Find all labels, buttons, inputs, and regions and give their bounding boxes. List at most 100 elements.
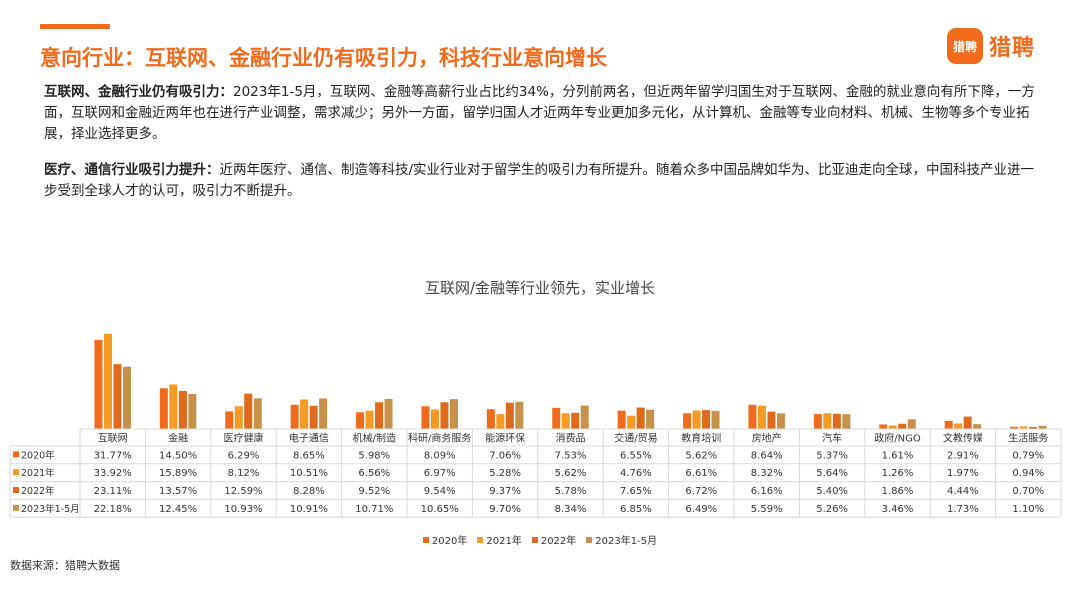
page-title: 意向行业：互联网、金融行业仍有吸引力，科技行业意向增长 (40, 46, 607, 70)
bar (879, 424, 888, 429)
bar (159, 388, 168, 429)
legend-swatch-icon (586, 536, 593, 543)
bar (954, 423, 963, 429)
category-label: 互联网 (98, 433, 128, 445)
data-label: 6.29% (228, 450, 260, 461)
legend-label: 2021年 (486, 536, 522, 547)
data-label: 10.93% (224, 504, 262, 515)
category-label: 生活服务 (1008, 432, 1048, 445)
category-label: 电子通信 (289, 432, 329, 445)
data-label: 1.26% (882, 468, 914, 479)
bar (169, 384, 178, 429)
data-label: 8.65% (293, 450, 325, 461)
bar (646, 409, 655, 429)
data-label: 8.32% (751, 468, 783, 479)
data-label: 1.86% (882, 486, 914, 497)
series-name: 2023年1-5月 (21, 503, 80, 515)
bar (627, 415, 636, 429)
category-label: 汽车 (822, 432, 842, 445)
logo: 猎聘 猎聘 (947, 28, 1035, 64)
category-label: 文教传媒 (943, 432, 983, 445)
logo-mark-icon: 猎聘 (947, 28, 983, 64)
bar (449, 399, 458, 429)
data-label: 10.51% (290, 468, 328, 479)
data-label: 6.55% (620, 450, 652, 461)
data-label: 9.52% (358, 486, 390, 497)
data-label: 4.44% (947, 486, 979, 497)
bar (832, 413, 841, 429)
paragraph-text: 近两年医疗、通信、制造等科技/实业行业对于留学生的吸引力有所提升。随着众多中国品… (44, 162, 1035, 199)
category-label: 交通/贸易 (614, 432, 657, 445)
bar (552, 407, 561, 429)
category-label: 能源环保 (485, 432, 525, 445)
data-label: 5.40% (816, 486, 848, 497)
bar (944, 420, 953, 429)
chart-title: 互联网/金融等行业领先，实业增长 (424, 279, 656, 297)
data-label: 8.34% (555, 504, 587, 515)
data-label: 12.59% (224, 486, 262, 497)
data-label: 6.16% (751, 486, 783, 497)
bar (636, 407, 645, 429)
category-label: 医疗健康 (224, 432, 264, 445)
data-label: 8.64% (751, 450, 783, 461)
data-label: 3.46% (882, 504, 914, 515)
bar (421, 406, 430, 429)
bar (225, 411, 234, 429)
paragraph-medical-telecom: 医疗、通信行业吸引力提升：近两年医疗、通信、制造等科技/实业行业对于留学生的吸引… (44, 160, 1044, 202)
bar (253, 398, 262, 429)
category-label: 金融 (168, 432, 188, 445)
title-accent-bar (40, 24, 110, 29)
data-label: 7.06% (489, 450, 521, 461)
category-label: 政府/NGO (874, 432, 921, 445)
bar (309, 405, 318, 429)
bar (178, 390, 187, 429)
data-label: 5.64% (816, 468, 848, 479)
data-label: 9.70% (489, 504, 521, 515)
bar (1029, 427, 1038, 429)
bar (813, 413, 822, 429)
data-label: 5.26% (816, 504, 848, 515)
bar (776, 413, 785, 429)
legend-item: 2021年 (477, 532, 522, 547)
bar (319, 398, 328, 429)
paragraph-internet-finance: 互联网、金融行业仍有吸引力：2023年1-5月，互联网、金融等高薪行业占比约34… (44, 82, 1044, 145)
bar (290, 404, 299, 429)
data-label: 9.54% (424, 486, 456, 497)
data-label: 8.28% (293, 486, 325, 497)
bar (234, 406, 243, 429)
paragraph-lead: 医疗、通信行业吸引力提升： (44, 162, 220, 178)
legend-key-icon (13, 469, 19, 476)
bar (907, 419, 916, 429)
legend-item: 2020年 (422, 532, 468, 547)
bar (486, 409, 495, 429)
data-label: 7.53% (555, 450, 587, 461)
bar (103, 333, 112, 429)
bar (94, 339, 103, 429)
data-label: 10.65% (421, 504, 459, 515)
bar (365, 410, 374, 429)
legend-swatch-icon (477, 536, 484, 543)
data-label: 0.79% (1012, 450, 1044, 461)
bar (515, 401, 524, 429)
bar (384, 398, 393, 429)
bar (300, 399, 309, 429)
series-name: 2021年 (21, 467, 55, 479)
data-label: 6.61% (685, 468, 717, 479)
bar (898, 423, 907, 429)
data-label: 22.18% (94, 504, 132, 515)
bar (505, 402, 514, 429)
bar (748, 404, 757, 429)
data-label: 1.97% (947, 468, 979, 479)
bar (711, 410, 720, 429)
category-label: 消费品 (556, 432, 586, 445)
legend-swatch-icon (531, 536, 538, 543)
paragraph-lead: 互联网、金融行业仍有吸引力： (44, 84, 233, 100)
bar (767, 411, 776, 429)
legend-label: 2020年 (431, 536, 468, 547)
data-label: 2.91% (947, 450, 979, 461)
legend-key-icon (13, 451, 19, 458)
chart-legend: 2020年 2021年 2022年 2023年1-5月 (0, 532, 1080, 547)
data-label: 5.59% (751, 504, 783, 515)
bar (963, 416, 972, 429)
data-source-note: 数据来源：猎聘大数据 (10, 559, 120, 572)
